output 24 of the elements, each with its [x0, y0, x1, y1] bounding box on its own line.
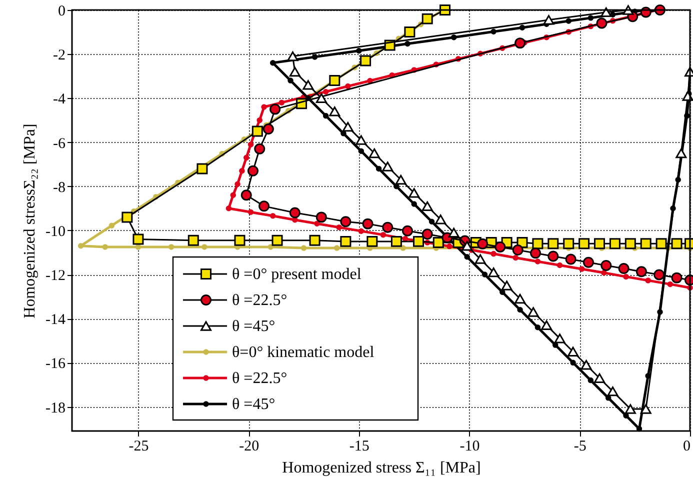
y-tick-label: -2: [53, 48, 66, 64]
legend-label: θ =22.5°: [232, 292, 288, 309]
legend-label: θ =45°: [232, 318, 276, 335]
legend-label: θ =0° present model: [232, 266, 362, 283]
y-tick-label: -10: [46, 224, 66, 240]
x-tick-label: -20: [239, 438, 260, 454]
x-tick-label: -5: [574, 438, 586, 454]
x-tick-label: -25: [128, 438, 149, 454]
y-tick-label: -14: [46, 312, 66, 328]
y-tick-label: -6: [53, 136, 66, 152]
y-tick-label: -4: [53, 92, 66, 108]
x-tick-label: -10: [460, 438, 480, 454]
x-tick-label: 0: [683, 438, 690, 454]
legend-label: θ =22.5°: [232, 370, 288, 387]
y-axis-title: Homogenized stressΣ₂₂ [MPa]: [22, 124, 39, 318]
y-tick-label: -12: [46, 268, 66, 284]
x-axis-title: Homogenized stress Σ₁₁ [MPa]: [282, 460, 481, 476]
legend-label: θ =45°: [232, 396, 276, 413]
legend-label: θ=0° kinematic model: [232, 344, 375, 361]
x-tick-label: -15: [349, 438, 370, 454]
y-tick-label: -16: [46, 356, 66, 372]
y-tick-label: 0: [58, 4, 66, 20]
y-tick-label: -18: [46, 400, 66, 416]
y-tick-label: -8: [53, 180, 66, 196]
